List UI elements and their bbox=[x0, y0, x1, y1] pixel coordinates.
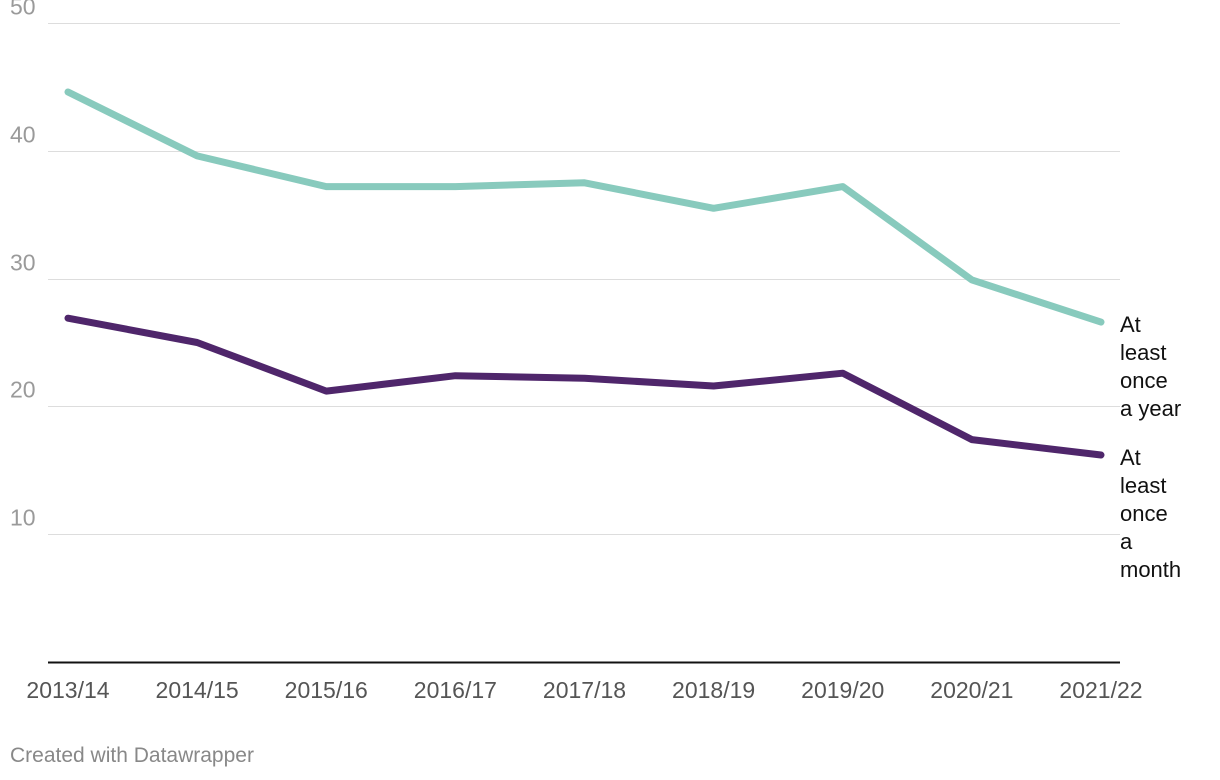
y-tick-label: 30 bbox=[10, 250, 36, 276]
x-tick-label: 2016/17 bbox=[414, 677, 497, 703]
series-line-at-least-once-a-month bbox=[64, 314, 1105, 459]
y-tick-label: 40 bbox=[10, 122, 36, 148]
series-label-line: least bbox=[1120, 473, 1166, 498]
y-axis-ticks: 10 20 30 40 50 bbox=[10, 0, 36, 531]
series-label-at-least-once-a-month: At least once a month bbox=[1120, 445, 1181, 582]
y-tick-label: 20 bbox=[10, 377, 36, 403]
series-label-line: At bbox=[1120, 312, 1141, 337]
x-tick-label: 2013/14 bbox=[26, 677, 109, 703]
series-label-line: least bbox=[1120, 340, 1166, 365]
x-tick-label: 2014/15 bbox=[156, 677, 239, 703]
series-label-line: a bbox=[1120, 529, 1133, 554]
x-axis-ticks: 2013/14 2014/15 2015/16 2016/17 2017/18 2018/… bbox=[26, 677, 1142, 703]
x-tick-label: 2019/20 bbox=[801, 677, 884, 703]
series-label-line: a year bbox=[1120, 396, 1181, 421]
series-lines bbox=[64, 88, 1105, 459]
datawrapper-credit: Created with Datawrapper bbox=[10, 744, 254, 767]
series-labels: At least once a year At least once a month bbox=[1120, 312, 1181, 582]
y-tick-label: 50 bbox=[10, 0, 36, 20]
x-tick-label: 2018/19 bbox=[672, 677, 755, 703]
series-label-at-least-once-a-year: At least once a year bbox=[1120, 312, 1181, 421]
x-tick-label: 2020/21 bbox=[930, 677, 1013, 703]
x-tick-label: 2021/22 bbox=[1059, 677, 1142, 703]
y-tick-label: 10 bbox=[10, 505, 36, 531]
series-label-line: At bbox=[1120, 445, 1141, 470]
series-label-line: once bbox=[1120, 368, 1168, 393]
gridlines bbox=[48, 23, 1120, 535]
x-tick-label: 2017/18 bbox=[543, 677, 626, 703]
series-label-line: month bbox=[1120, 557, 1181, 582]
series-line-at-least-once-a-year bbox=[64, 88, 1105, 326]
x-tick-label: 2015/16 bbox=[285, 677, 368, 703]
series-label-line: once bbox=[1120, 501, 1168, 526]
